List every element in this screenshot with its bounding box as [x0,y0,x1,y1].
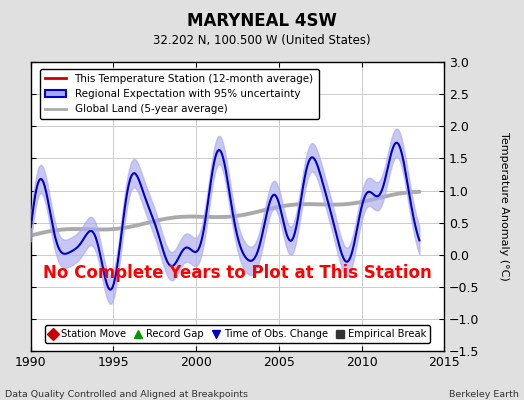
Y-axis label: Temperature Anomaly (°C): Temperature Anomaly (°C) [499,132,509,281]
Text: Data Quality Controlled and Aligned at Breakpoints: Data Quality Controlled and Aligned at B… [5,390,248,399]
Legend: Station Move, Record Gap, Time of Obs. Change, Empirical Break: Station Move, Record Gap, Time of Obs. C… [45,325,430,343]
Text: MARYNEAL 4SW: MARYNEAL 4SW [187,12,337,30]
Text: 32.202 N, 100.500 W (United States): 32.202 N, 100.500 W (United States) [153,34,371,47]
Text: Berkeley Earth: Berkeley Earth [449,390,519,399]
Text: No Complete Years to Plot at This Station: No Complete Years to Plot at This Statio… [43,264,432,282]
